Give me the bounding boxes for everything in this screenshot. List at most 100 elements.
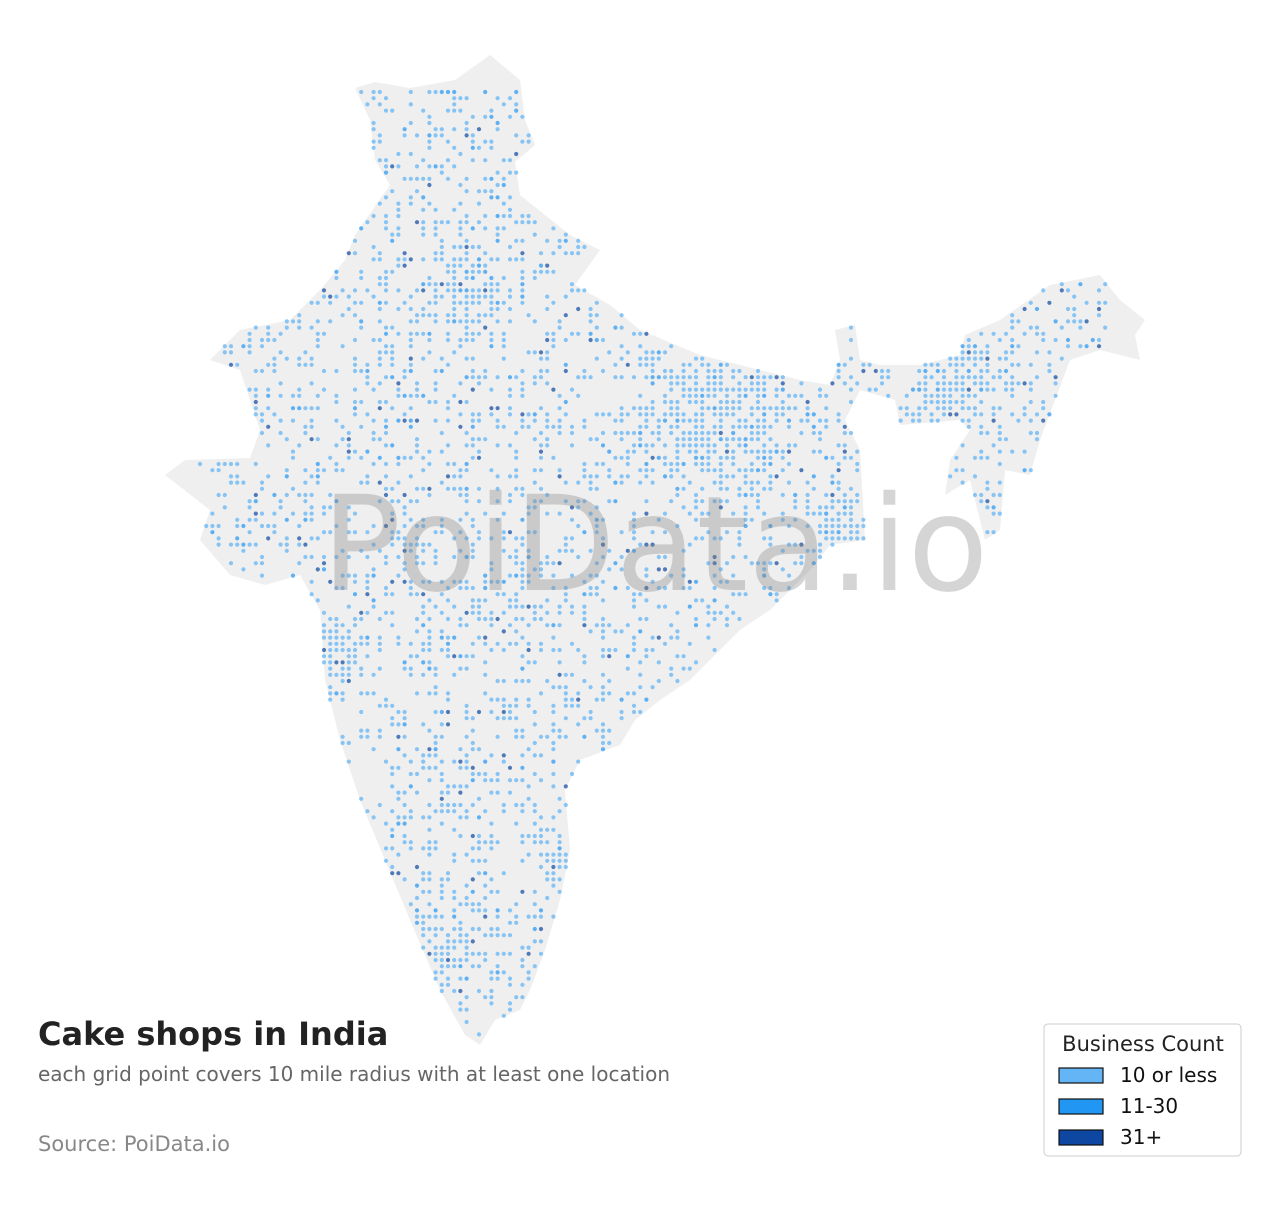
grid-point	[935, 418, 940, 423]
grid-point	[693, 375, 699, 380]
grid-point	[464, 703, 469, 708]
grid-point	[408, 294, 413, 299]
grid-point	[997, 430, 1002, 436]
grid-point	[520, 585, 525, 591]
grid-point	[396, 536, 401, 541]
grid-point	[538, 443, 544, 448]
grid-point	[824, 406, 829, 411]
grid-point	[569, 424, 575, 429]
grid-point	[569, 697, 575, 702]
grid-point	[557, 809, 562, 814]
grid-point	[365, 554, 370, 560]
grid-point	[365, 579, 370, 584]
grid-point	[489, 753, 494, 758]
grid-point	[390, 486, 395, 491]
grid-point	[414, 387, 420, 392]
grid-point	[483, 895, 488, 901]
grid-point	[1078, 319, 1083, 324]
grid-point	[421, 926, 426, 932]
grid-point	[582, 474, 587, 479]
grid-point	[346, 573, 351, 578]
grid-point	[687, 666, 692, 671]
grid-point	[675, 443, 680, 448]
grid-point	[830, 499, 835, 504]
grid-point	[408, 654, 413, 659]
grid-point	[247, 499, 252, 504]
grid-point	[588, 716, 593, 721]
grid-point	[352, 337, 358, 343]
grid-point	[848, 325, 854, 330]
grid-point	[582, 610, 587, 615]
grid-point	[718, 499, 723, 504]
grid-point	[470, 598, 475, 603]
grid-point	[507, 474, 513, 479]
grid-point	[483, 641, 488, 646]
grid-point	[259, 486, 265, 491]
grid-point	[718, 387, 723, 392]
grid-point	[1010, 313, 1015, 318]
grid-point	[848, 511, 854, 516]
grid-point	[514, 641, 519, 646]
grid-point	[334, 418, 339, 423]
grid-point	[966, 424, 971, 429]
grid-point	[390, 375, 395, 380]
grid-point	[576, 697, 581, 702]
grid-point	[991, 511, 996, 516]
grid-point	[563, 337, 568, 343]
grid-point	[675, 406, 680, 411]
grid-point	[1022, 412, 1027, 417]
grid-point	[557, 319, 562, 324]
grid-point	[421, 158, 426, 163]
grid-point	[607, 678, 612, 684]
grid-point	[830, 455, 835, 460]
grid-point	[848, 430, 854, 436]
grid-point	[402, 368, 407, 374]
grid-point	[383, 331, 389, 336]
grid-point	[489, 778, 494, 783]
grid-point	[359, 616, 364, 622]
grid-point	[371, 96, 376, 101]
grid-point	[607, 449, 612, 454]
grid-point	[452, 319, 457, 324]
grid-point	[439, 610, 444, 615]
grid-point	[359, 89, 364, 95]
grid-point	[514, 102, 519, 107]
grid-point	[613, 561, 618, 566]
grid-point	[538, 350, 544, 355]
grid-point	[396, 790, 401, 795]
grid-point	[545, 424, 550, 429]
grid-point	[520, 213, 525, 219]
grid-point	[445, 313, 451, 318]
grid-point	[464, 176, 469, 181]
grid-point	[253, 387, 258, 392]
grid-point	[762, 567, 767, 572]
grid-point	[755, 387, 761, 392]
grid-point	[557, 430, 562, 436]
grid-point	[303, 430, 308, 436]
grid-point	[303, 517, 308, 522]
grid-point	[805, 412, 810, 417]
grid-point	[991, 492, 996, 498]
grid-point	[414, 616, 420, 622]
grid-point	[421, 468, 426, 473]
grid-point	[774, 561, 779, 566]
grid-point	[669, 461, 674, 467]
grid-point	[290, 573, 296, 578]
grid-point	[1016, 362, 1021, 367]
grid-point	[563, 672, 568, 677]
grid-point	[439, 449, 444, 454]
grid-point	[538, 864, 544, 870]
grid-point	[805, 499, 810, 504]
grid-point	[712, 368, 717, 374]
grid-point	[1022, 331, 1027, 336]
grid-point	[396, 641, 401, 646]
grid-point	[538, 251, 544, 256]
grid-point	[414, 895, 420, 901]
grid-point	[241, 480, 246, 485]
grid-point	[842, 492, 847, 498]
grid-point	[681, 412, 686, 417]
grid-point	[476, 858, 482, 863]
grid-point	[464, 499, 469, 504]
grid-point	[377, 455, 382, 460]
grid-point	[731, 449, 736, 454]
